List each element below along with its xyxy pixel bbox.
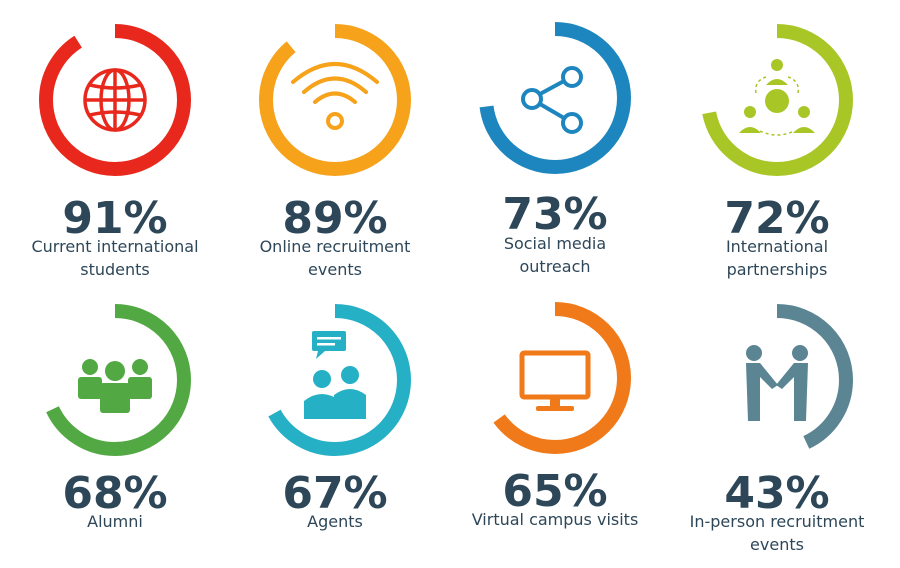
stat-caption: Agents bbox=[225, 510, 445, 533]
caption-line-2: events bbox=[308, 260, 362, 279]
stat-caption: Alumni bbox=[5, 510, 225, 533]
stat-percent: 68% bbox=[62, 468, 168, 519]
people-group-icon bbox=[78, 359, 152, 413]
stat-caption: Current international students bbox=[5, 235, 225, 281]
donut-arc bbox=[479, 22, 631, 174]
donut-ring bbox=[250, 295, 420, 465]
caption-line-1: Current international bbox=[31, 237, 199, 256]
donut-ring bbox=[30, 15, 200, 185]
handshake-icon bbox=[746, 345, 808, 421]
wifi-icon bbox=[291, 62, 379, 130]
stat-percent: 89% bbox=[282, 193, 388, 244]
donut-arc bbox=[39, 304, 191, 456]
stat-percent: 65% bbox=[502, 466, 608, 517]
donut-arc bbox=[479, 302, 631, 454]
caption-line-2: events bbox=[750, 535, 804, 554]
caption-line-1: Agents bbox=[307, 512, 363, 531]
caption-line-1: Social media bbox=[503, 234, 607, 253]
stat-caption: Virtual campus visits bbox=[445, 508, 665, 531]
donut-arc bbox=[259, 24, 411, 176]
stat-caption: Online recruitment events bbox=[225, 235, 445, 281]
stat-percent: 91% bbox=[62, 193, 168, 244]
donut-ring bbox=[250, 15, 420, 185]
stat-caption: Social media outreach bbox=[445, 232, 665, 278]
donut-ring bbox=[470, 293, 640, 463]
donut-arc bbox=[701, 304, 853, 456]
donut-ring bbox=[692, 15, 862, 185]
caption-line-2: students bbox=[80, 260, 150, 279]
donut-arc bbox=[701, 24, 853, 176]
caption-line-1: International bbox=[725, 237, 829, 256]
donut-arc bbox=[39, 24, 191, 176]
stat-percent: 43% bbox=[724, 468, 830, 519]
caption-line-2: outreach bbox=[519, 257, 591, 276]
stat-percent: 73% bbox=[502, 189, 608, 240]
caption-line-1: Alumni bbox=[87, 512, 143, 531]
stat-percent: 67% bbox=[282, 468, 388, 519]
stat-caption: International partnerships bbox=[667, 235, 887, 281]
donut-ring bbox=[470, 13, 640, 183]
donut-arc bbox=[259, 304, 411, 456]
donut-ring bbox=[30, 295, 200, 465]
donut-ring bbox=[692, 295, 862, 465]
agents-chat-icon bbox=[304, 331, 366, 419]
stat-caption: In-person recruitment events bbox=[667, 510, 887, 556]
caption-line-1: Online recruitment bbox=[259, 237, 411, 256]
partnership-network-icon bbox=[739, 59, 815, 133]
globe-icon bbox=[83, 68, 147, 132]
monitor-icon bbox=[519, 350, 591, 411]
caption-line-1: In-person recruitment bbox=[689, 512, 865, 531]
caption-line-1: Virtual campus visits bbox=[471, 510, 639, 529]
caption-line-2: partnerships bbox=[726, 260, 828, 279]
stat-percent: 72% bbox=[724, 193, 830, 244]
share-icon bbox=[521, 66, 583, 134]
